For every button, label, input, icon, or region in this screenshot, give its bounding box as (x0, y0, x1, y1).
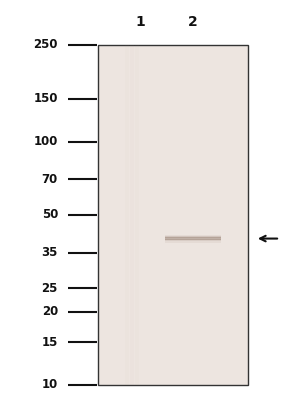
Bar (125, 45, 129, 385)
Bar (130, 45, 134, 385)
Bar (165, 240, 221, 242)
Text: 70: 70 (42, 173, 58, 186)
Text: 100: 100 (33, 135, 58, 148)
Text: 2: 2 (188, 15, 198, 29)
Text: 10: 10 (42, 378, 58, 392)
Bar (165, 239, 221, 241)
Text: 20: 20 (42, 305, 58, 318)
Text: 15: 15 (42, 336, 58, 349)
Bar (165, 234, 221, 236)
Text: 25: 25 (42, 282, 58, 295)
Bar (135, 45, 139, 385)
Text: 35: 35 (42, 246, 58, 259)
Text: 1: 1 (135, 15, 145, 29)
Bar (165, 237, 221, 240)
Text: 150: 150 (33, 92, 58, 106)
Text: 250: 250 (33, 38, 58, 52)
Bar (165, 236, 221, 238)
Bar (98, 45, 248, 385)
Text: 50: 50 (42, 208, 58, 222)
